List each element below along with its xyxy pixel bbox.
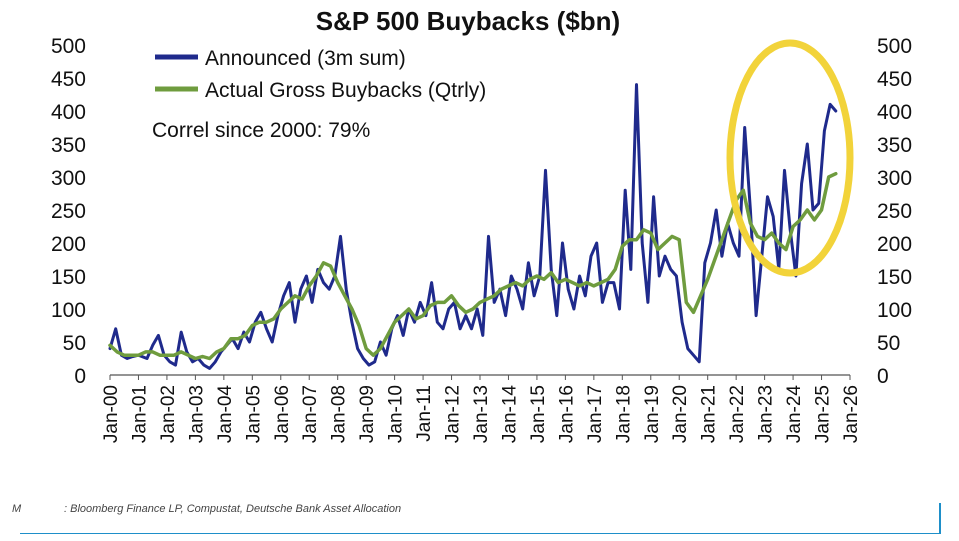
- y-tick-label-right: 400: [877, 101, 912, 124]
- y-tick-label-left: 150: [51, 266, 86, 289]
- x-tick-label: Jan-21: [699, 385, 720, 443]
- x-tick-label: Jan-08: [329, 385, 350, 443]
- correlation-annotation: Correl since 2000: 79%: [152, 119, 370, 142]
- series-line-actual: [108, 171, 838, 361]
- y-tick-label-right: 0: [877, 365, 889, 388]
- x-tick-label: Jan-11: [414, 385, 435, 442]
- x-tick-label: Jan-15: [528, 385, 549, 443]
- x-tick-label: Jan-18: [613, 385, 634, 443]
- y-tick-label-right: 300: [877, 167, 912, 190]
- footer-tick: [939, 503, 941, 534]
- x-tick-label: Jan-14: [499, 385, 520, 444]
- y-tick-label-left: 350: [51, 134, 86, 157]
- x-tick-label: Jan-03: [186, 385, 207, 443]
- y-tick-label-right: 50: [877, 332, 900, 355]
- legend: Announced (3m sum) Actual Gross Buybacks…: [155, 47, 486, 102]
- x-tick-label: Jan-24: [784, 385, 805, 444]
- x-tick-label: Jan-05: [243, 385, 264, 443]
- y-tick-label-right: 500: [877, 35, 912, 58]
- y-tick-label-left: 300: [51, 167, 86, 190]
- series-layer: [108, 83, 838, 370]
- x-tick-label: Jan-09: [357, 385, 378, 443]
- x-tick-label: Jan-07: [300, 385, 321, 443]
- y-tick-label-left: 250: [51, 200, 86, 223]
- x-tick-label: Jan-25: [813, 385, 834, 443]
- y-tick-label-left: 100: [51, 299, 86, 322]
- y-tick-label-right: 450: [877, 68, 912, 91]
- x-tick-label: Jan-13: [471, 385, 492, 443]
- y-tick-label-right: 350: [877, 134, 912, 157]
- x-tick-label: Jan-12: [443, 385, 464, 443]
- y-tick-label-left: 50: [63, 332, 86, 355]
- source-prefix: M: [12, 503, 22, 515]
- x-tick-label: Jan-20: [670, 385, 691, 443]
- y-tick-label-left: 400: [51, 101, 86, 124]
- x-tick-label: Jan-04: [215, 385, 236, 444]
- y-tick-label-left: 0: [74, 365, 86, 388]
- x-tick-label: Jan-10: [386, 385, 407, 443]
- x-tick-label: Jan-01: [129, 385, 150, 443]
- y-tick-label-right: 200: [877, 233, 912, 256]
- x-tick-label: Jan-26: [841, 385, 862, 443]
- source-note: M : Bloomberg Finance LP, Compustat, Deut…: [12, 503, 401, 515]
- x-tick-label: Jan-22: [727, 385, 748, 443]
- source-text: : Bloomberg Finance LP, Compustat, Deuts…: [64, 503, 402, 515]
- x-tick-label: Jan-23: [756, 385, 777, 443]
- footer-rule: [20, 533, 940, 534]
- x-tick-label: Jan-16: [556, 385, 577, 443]
- x-tick-label: Jan-19: [642, 385, 663, 443]
- y-tick-label-left: 450: [51, 68, 86, 91]
- x-tick-label: Jan-17: [585, 385, 606, 443]
- axes: 0 0 50 50 100 100 150 150 200 200 250 250 300 300 350 3…: [51, 35, 912, 443]
- y-tick-label-left: 200: [51, 233, 86, 256]
- chart-title: S&P 500 Buybacks ($bn): [316, 6, 620, 36]
- x-tick-label: Jan-06: [272, 385, 293, 443]
- legend-label-actual: Actual Gross Buybacks (Qtrly): [205, 79, 486, 102]
- y-tick-label-left: 500: [51, 35, 86, 58]
- y-tick-label-right: 150: [877, 266, 912, 289]
- buyback-chart: S&P 500 Buybacks ($bn) 0 0 50 50 100 100 150 15…: [51, 6, 912, 443]
- y-tick-label-right: 250: [877, 200, 912, 223]
- legend-label-announced: Announced (3m sum): [205, 47, 406, 70]
- y-tick-label-right: 100: [877, 299, 912, 322]
- x-tick-label: Jan-02: [158, 385, 179, 443]
- highlight-ellipse: [726, 39, 854, 277]
- x-tick-label: Jan-00: [101, 385, 122, 443]
